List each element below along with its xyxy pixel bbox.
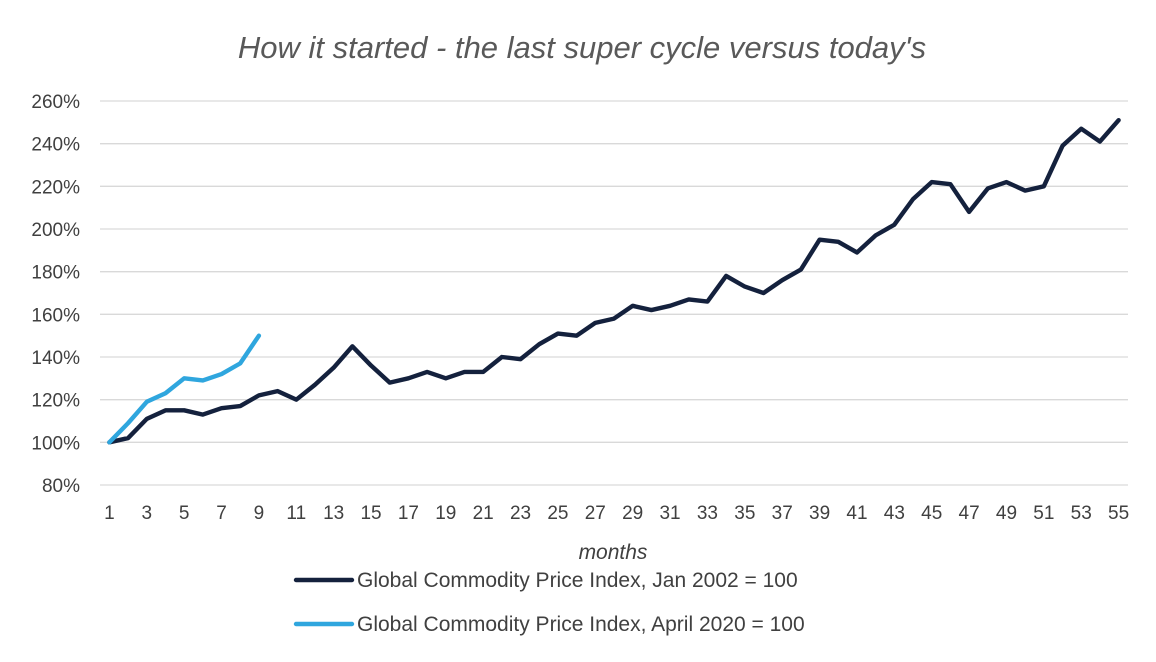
x-tick-label: 7	[216, 503, 227, 524]
x-tick-label: 29	[622, 503, 643, 524]
legend: Global Commodity Price Index, Jan 2002 =…	[293, 569, 805, 636]
x-tick-label: 3	[141, 503, 152, 524]
x-tick-label: 47	[959, 503, 980, 524]
x-tick-label: 19	[435, 503, 456, 524]
x-tick-label: 1	[104, 503, 115, 524]
x-tick-label: 45	[921, 503, 942, 524]
x-tick-label: 15	[360, 503, 381, 524]
x-tick-label: 11	[286, 503, 306, 524]
x-tick-label: 21	[473, 503, 494, 524]
y-tick-label: 100%	[31, 433, 80, 454]
series-line-2	[107, 333, 262, 445]
legend-label-1: Global Commodity Price Index, Jan 2002 =…	[357, 569, 798, 592]
legend-label-2: Global Commodity Price Index, April 2020…	[357, 613, 805, 636]
x-axis-label: months	[579, 541, 648, 564]
x-tick-label: 35	[734, 503, 755, 524]
x-tick-label: 51	[1033, 503, 1054, 524]
x-tick-label: 27	[585, 503, 606, 524]
series-lines	[107, 117, 1121, 445]
x-tick-label: 25	[547, 503, 568, 524]
x-tick-label: 5	[179, 503, 190, 524]
x-tick-label: 55	[1108, 503, 1129, 524]
x-tick-label: 53	[1071, 503, 1092, 524]
x-tick-label: 23	[510, 503, 531, 524]
x-tick-label: 33	[697, 503, 718, 524]
x-tick-label: 43	[884, 503, 905, 524]
y-tick-label: 220%	[31, 177, 80, 198]
x-tick-label: 31	[659, 503, 680, 524]
x-tick-label: 9	[254, 503, 265, 524]
y-tick-label: 240%	[31, 135, 80, 156]
x-tick-label: 17	[398, 503, 419, 524]
series-line-1	[107, 117, 1121, 445]
y-tick-label: 140%	[31, 348, 80, 369]
x-axis-ticks: 1 3 5 7 9 11 13 15 17 19 21 23 25 27 29 31 33 35 37 39 41 43 4…	[104, 503, 1129, 524]
x-tick-label: 37	[772, 503, 793, 524]
y-tick-label: 160%	[31, 305, 80, 326]
y-tick-label: 80%	[42, 476, 80, 497]
y-tick-label: 260%	[31, 92, 80, 113]
x-tick-label: 49	[996, 503, 1017, 524]
chart-title: How it started - the last super cycle ve…	[238, 30, 926, 65]
y-tick-label: 180%	[31, 263, 80, 284]
y-axis-ticks: 80% 100% 120% 140% 160% 180% 200% 220% 240% 260%	[31, 92, 80, 497]
y-tick-label: 120%	[31, 391, 80, 412]
y-tick-label: 200%	[31, 220, 80, 241]
x-tick-label: 39	[809, 503, 830, 524]
gridlines	[100, 100, 1128, 486]
x-tick-label: 41	[846, 503, 867, 524]
x-tick-label: 13	[323, 503, 344, 524]
